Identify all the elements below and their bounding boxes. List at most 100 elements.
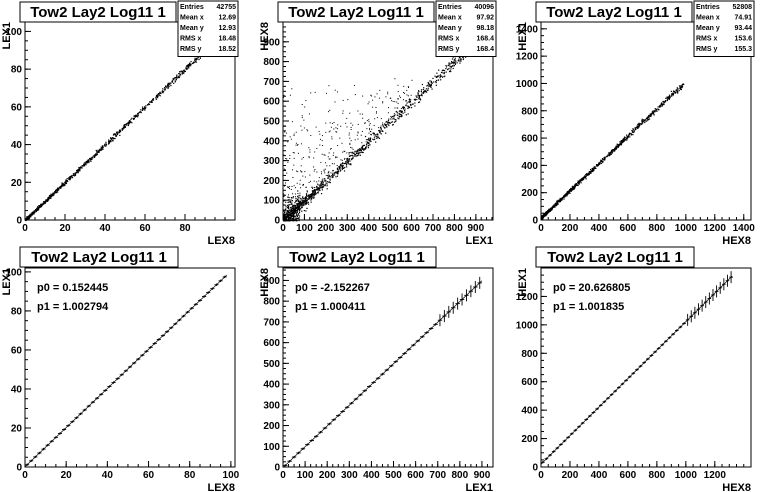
scatter-point [335, 171, 337, 173]
scatter-point [571, 188, 573, 190]
scatter-point [194, 58, 196, 60]
outlier-point [297, 193, 299, 195]
scatter-point [456, 62, 458, 64]
outlier-point [291, 121, 293, 123]
cluster-point [295, 204, 297, 207]
scatter-point [313, 194, 316, 196]
outlier-point [368, 101, 370, 103]
scatter-point [679, 86, 681, 88]
scatter-point [611, 152, 614, 154]
y-tick-label: 1200 [516, 52, 539, 63]
scatter-point [593, 166, 595, 168]
outlier-point [349, 142, 351, 144]
scatter-point [571, 188, 574, 190]
fit-param-p0: p0 = 0.152445 [37, 282, 108, 294]
stats-label: RMS y [180, 46, 202, 53]
scatter-point [572, 187, 574, 189]
scatter-point [52, 195, 54, 197]
cluster-point [291, 206, 293, 208]
scatter-point [633, 129, 635, 131]
outlier-point [331, 122, 333, 124]
scatter-point [386, 120, 388, 123]
scatter-point [62, 184, 64, 187]
scatter-point [164, 87, 166, 89]
scatter-point [443, 76, 445, 78]
scatter-point [358, 152, 361, 154]
scatter-point [181, 72, 183, 74]
x-tick-label: 20 [59, 223, 71, 234]
scatter-point [450, 68, 452, 70]
scatter-point [190, 63, 192, 66]
scatter-point [579, 179, 581, 181]
scatter-point [400, 115, 402, 117]
outlier-point [297, 144, 299, 146]
stats-value: 40096 [475, 4, 495, 11]
stats-value: 98.18 [476, 25, 494, 32]
scatter-point [574, 185, 576, 187]
scatter-point [620, 144, 622, 146]
scatter-point [351, 158, 353, 160]
scatter-point [595, 165, 598, 167]
scatter-point [180, 70, 182, 72]
outlier-point [283, 200, 285, 202]
outlier-point [283, 125, 285, 127]
scatter-point [95, 154, 97, 156]
outlier-point [283, 96, 285, 98]
outlier-point [353, 152, 355, 154]
outlier-point [391, 100, 393, 102]
scatter-point [306, 202, 308, 204]
scatter-point [52, 193, 55, 195]
outlier-point [306, 190, 308, 192]
scatter-point [45, 200, 47, 202]
scatter-point [440, 71, 443, 74]
cluster-point [293, 217, 295, 219]
scatter-point [380, 128, 382, 130]
cluster-point [292, 215, 294, 217]
outlier-point [376, 117, 378, 119]
scatter-point [444, 75, 446, 77]
scatter-point [105, 143, 107, 145]
outlier-point [399, 96, 401, 98]
scatter-point [308, 203, 310, 205]
scatter-point [142, 108, 144, 110]
scatter-point [452, 56, 454, 58]
outlier-point [375, 111, 377, 113]
scatter-point [368, 142, 370, 144]
scatter-point [460, 58, 462, 60]
scatter-point [85, 161, 87, 163]
scatter-point [116, 133, 119, 136]
cluster-point [283, 218, 285, 221]
scatter-point [582, 177, 584, 179]
scatter-point [334, 171, 336, 174]
outlier-point [387, 112, 389, 114]
scatter-point [192, 62, 194, 64]
cluster-point [297, 202, 300, 205]
cluster-point [287, 217, 290, 219]
outlier-point [346, 157, 348, 159]
x-tick-label: 400 [360, 223, 377, 234]
scatter-point [174, 81, 176, 83]
scatter-point [651, 112, 654, 114]
scatter-point [449, 66, 451, 68]
scatter-point [415, 95, 417, 97]
scatter-point [557, 202, 559, 204]
scatter-point [163, 89, 165, 91]
scatter-point [554, 206, 556, 208]
outlier-point [372, 99, 374, 101]
scatter-point [123, 127, 125, 129]
outlier-point [301, 197, 303, 199]
outlier-point [340, 163, 342, 165]
cluster-point [300, 200, 302, 202]
x-tick-label: 40 [99, 223, 111, 234]
scatter-point [408, 105, 410, 108]
scatter-point [368, 138, 370, 140]
outlier-point [330, 148, 332, 150]
scatter-point [632, 128, 634, 130]
title-box [19, 1, 177, 23]
scatter-point [285, 215, 288, 218]
y-tick-label: 200 [263, 176, 280, 187]
scatter-point [544, 213, 546, 216]
scatter-point [186, 68, 188, 70]
scatter-point [599, 161, 601, 164]
scatter-point [49, 195, 51, 198]
